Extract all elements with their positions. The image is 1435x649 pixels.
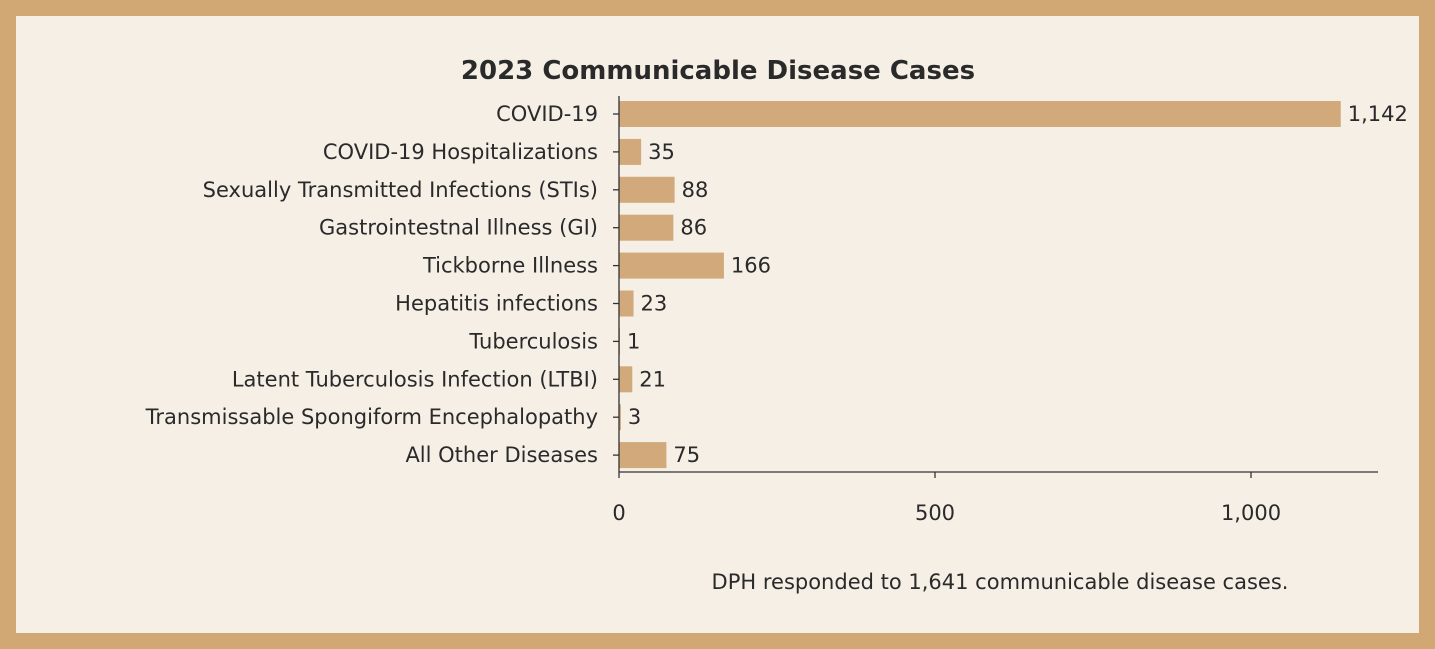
value-label-transmissable-spongiform-encephalopathy: 3 (628, 405, 641, 429)
category-label-transmissable-spongiform-encephalopathy: Transmissable Spongiform Encephalopathy (145, 405, 598, 429)
bar-transmissable-spongiform-encephalopathy (619, 404, 621, 431)
bars-layer: 1,142 35 88 86 166 231 21 3 75 (619, 101, 1408, 469)
axes-layer: COVID-19 COVID-19 Hospitalizations Sexuall… (145, 96, 1378, 525)
bar-covid-19-hospitalizations (619, 138, 642, 165)
bar-tickborne-illness (619, 252, 724, 279)
x-tick-label-500: 500 (915, 501, 955, 525)
bar-gastrointestnal-illness-gi (619, 214, 674, 241)
value-label-gastrointestnal-illness-gi: 86 (680, 216, 707, 240)
category-label-covid-19-hospitalizations: COVID-19 Hospitalizations (323, 140, 598, 164)
bar-covid-19 (619, 101, 1341, 127)
category-label-tickborne-illness: Tickborne Illness (422, 254, 598, 278)
bar-hepatitis-infections (619, 290, 634, 317)
bar-latent-tuberculosis-infection-ltbi (619, 366, 633, 393)
category-label-hepatitis-infections: Hepatitis infections (395, 292, 598, 316)
category-label-covid-19: COVID-19 (496, 102, 598, 126)
chart-note: DPH responded to 1,641 communicable dise… (712, 570, 1289, 594)
category-label-latent-tuberculosis-infection-ltbi: Latent Tuberculosis Infection (LTBI) (232, 367, 598, 391)
value-label-sexually-transmitted-infections-stis: 88 (682, 178, 709, 202)
bar-all-other-diseases (619, 442, 667, 469)
value-label-covid-19: 1,142 (1348, 102, 1408, 126)
category-label-gastrointestnal-illness-gi: Gastrointestnal Illness (GI) (319, 216, 598, 240)
x-tick-label-0: 0 (612, 501, 625, 525)
chart-title: 2023 Communicable Disease Cases (461, 56, 975, 86)
x-tick-label-1000: 1,000 (1221, 501, 1281, 525)
category-label-tuberculosis: Tuberculosis (468, 329, 598, 353)
category-label-sexually-transmitted-infections-stis: Sexually Transmitted Infections (STIs) (203, 178, 598, 202)
value-label-latent-tuberculosis-infection-ltbi: 21 (639, 367, 666, 391)
category-label-all-other-diseases: All Other Diseases (405, 443, 598, 467)
value-label-tickborne-illness: 166 (731, 254, 771, 278)
bar-sexually-transmitted-infections-stis (619, 176, 675, 203)
value-label-hepatitis-infections: 23 (641, 292, 668, 316)
value-label-tuberculosis: 1 (627, 329, 640, 353)
value-label-all-other-diseases: 75 (673, 443, 700, 467)
value-label-covid-19-hospitalizations: 35 (648, 140, 675, 164)
